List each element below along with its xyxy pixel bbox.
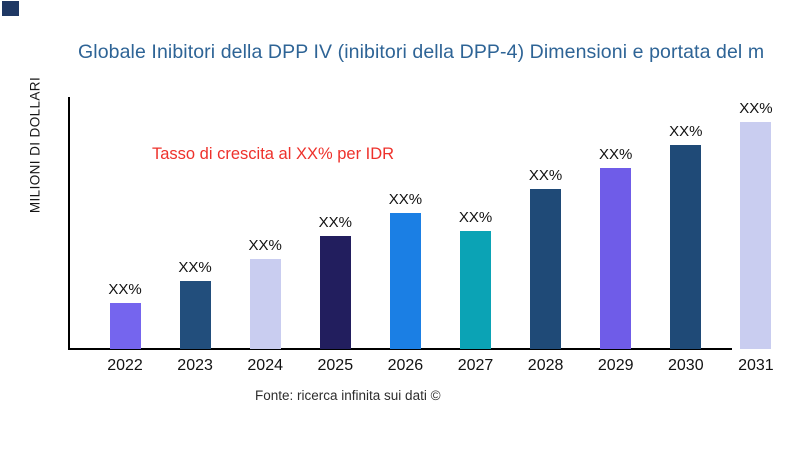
chart-title: Globale Inibitori della DPP IV (inibitor… bbox=[78, 41, 765, 63]
x-tick-2030: 2030 bbox=[668, 357, 704, 374]
x-tick-2023: 2023 bbox=[177, 357, 213, 374]
bar-value-label-2031: XX% bbox=[739, 100, 773, 117]
bar-2026 bbox=[389, 213, 421, 349]
bar-value-label-2030: XX% bbox=[669, 123, 703, 140]
bar-value-label-2028: XX% bbox=[528, 167, 563, 184]
bar-value-label-2023: XX% bbox=[178, 259, 212, 276]
bar-2031 bbox=[740, 122, 772, 349]
x-tick-2027: 2027 bbox=[457, 357, 494, 374]
x-tick-2026: 2026 bbox=[387, 357, 424, 374]
bar-value-label-2024: XX% bbox=[248, 237, 282, 254]
bar-value-label-2026: XX% bbox=[388, 191, 423, 208]
bar-2025 bbox=[319, 236, 351, 349]
x-tick-2022: 2022 bbox=[107, 357, 143, 374]
bar-2023 bbox=[179, 281, 211, 349]
bar-2030 bbox=[670, 145, 702, 349]
source-attribution: Fonte: ricerca infinita sui dati © bbox=[255, 388, 441, 403]
bar-value-label-2022: XX% bbox=[108, 281, 142, 298]
bar-value-label-2025: XX% bbox=[318, 214, 352, 231]
bar-2022 bbox=[109, 303, 141, 349]
x-tick-2028: 2028 bbox=[527, 357, 564, 374]
growth-rate-annotation: Tasso di crescita al XX% per IDR bbox=[152, 145, 395, 163]
x-tick-2031: 2031 bbox=[738, 357, 774, 374]
x-tick-2025: 2025 bbox=[317, 357, 354, 374]
bar-2029 bbox=[600, 168, 632, 349]
y-axis-line bbox=[68, 97, 70, 350]
y-axis-label: MILIONI DI DOLLARI bbox=[27, 76, 43, 214]
bar-2027 bbox=[460, 231, 491, 349]
bar-2028 bbox=[530, 189, 562, 349]
bar-value-label-2027: XX% bbox=[458, 209, 493, 226]
x-axis-line bbox=[68, 348, 732, 350]
logo-mark bbox=[2, 1, 19, 16]
x-tick-2024: 2024 bbox=[247, 357, 283, 374]
bar-value-label-2029: XX% bbox=[599, 146, 633, 163]
x-tick-2029: 2029 bbox=[597, 357, 634, 374]
bar-2024 bbox=[249, 259, 281, 349]
